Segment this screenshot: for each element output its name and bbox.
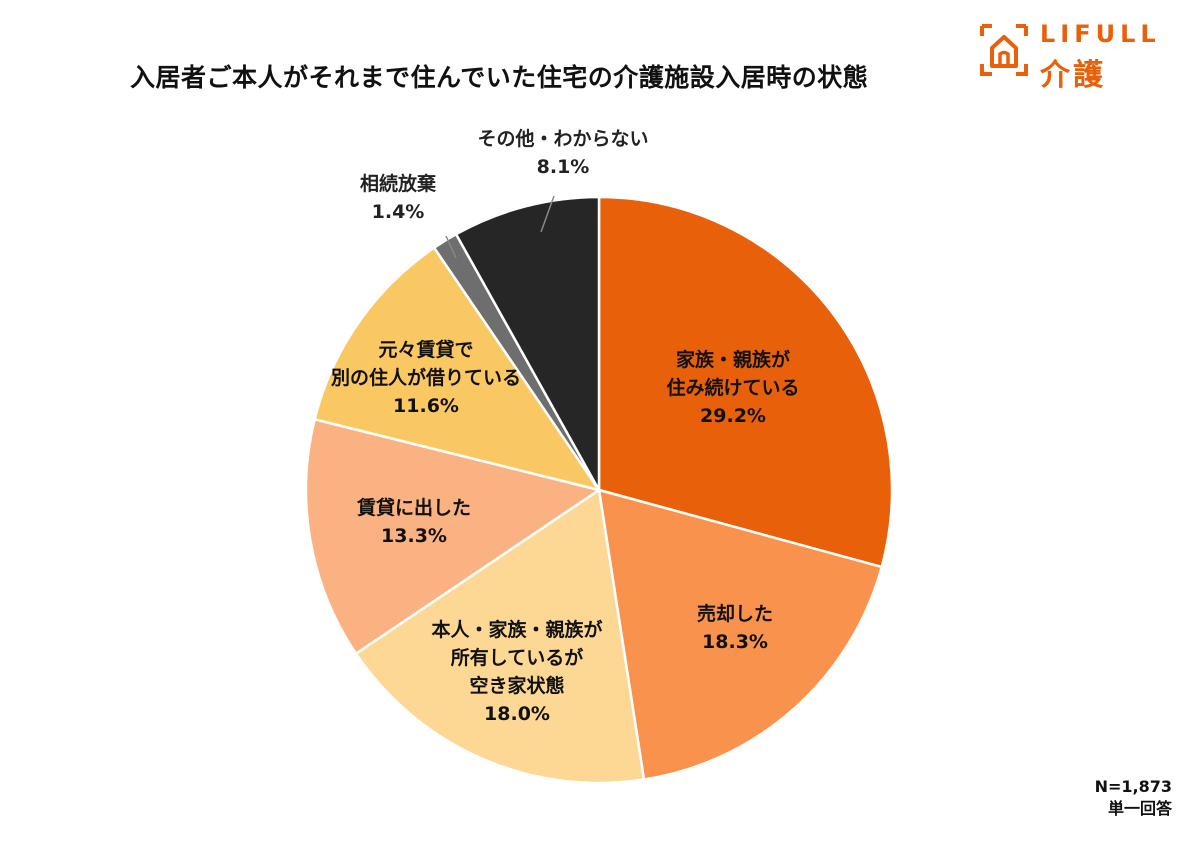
- slice-label-3: 本人・家族・親族が所有しているが空き家状態 18.0%: [431, 618, 602, 725]
- pie-slice-1: [597, 195, 894, 569]
- slice-label-7: その他・わからない 8.1%: [477, 127, 648, 178]
- slice-label-4: 賃貸に出した 13.3%: [356, 496, 471, 547]
- slice-label-1: 家族・親族が住み続けている 29.2%: [666, 348, 799, 427]
- house-logo-icon: [980, 24, 1028, 76]
- lifull-logo: LIFULL 介護: [978, 18, 1178, 93]
- pie-slice-2: [597, 488, 884, 781]
- logo-text-en: LIFULL: [1040, 20, 1161, 48]
- chart-title: 入居者ご本人がそれまで住んでいた住宅の介護施設入居時の状態: [130, 63, 869, 92]
- pie-slice-5: [313, 246, 602, 493]
- sample-size: N=1,873: [1094, 777, 1172, 796]
- slice-label-6: 相続放棄 1.4%: [360, 172, 437, 223]
- logo-text-jp: 介護: [1040, 58, 1106, 93]
- pie-slice-7: [454, 195, 601, 495]
- slice-label-2: 売却した 18.3%: [697, 602, 773, 653]
- pie-slice-3: [354, 487, 646, 785]
- answer-type: 単一回答: [1107, 799, 1172, 818]
- leader-line-7: [540, 195, 555, 233]
- leader-line-6: [445, 235, 457, 259]
- slice-label-5: 元々賃貸で別の住人が借りている 11.6%: [331, 338, 521, 417]
- pie-slice-4: [304, 417, 603, 656]
- footnote: N=1,873 単一回答: [1095, 776, 1172, 820]
